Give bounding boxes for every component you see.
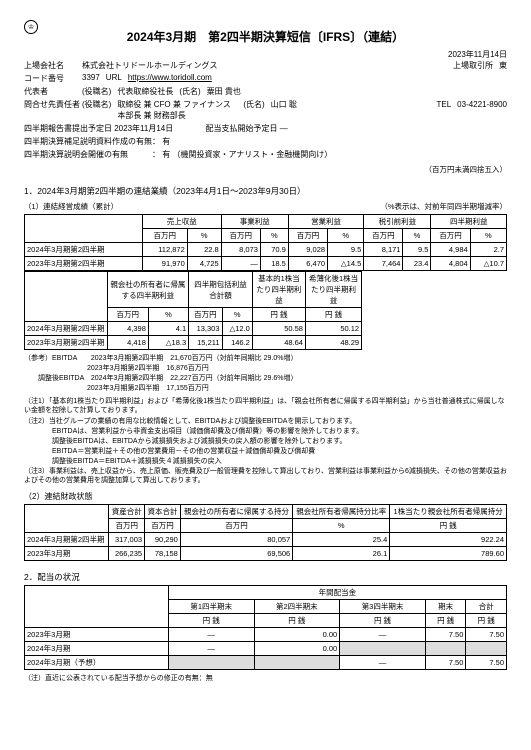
results-table1: 売上収益 事業利益 営業利益 税引前利益 四半期利益 百万円% 百万円% 百万円…	[24, 214, 507, 271]
financial-position-table: 資産合計 資本合計 親会社の所有者に帰属する持分 親会社所有者帰属持分比率 1株…	[24, 504, 507, 561]
logo-icon: ♔	[24, 20, 38, 34]
submit-value: 2023年11月14日	[114, 124, 173, 133]
section1b-sub: （2）連結財政状態	[24, 491, 507, 502]
brief-note: （機関投資家・アナリスト・金融機関向け）	[172, 150, 332, 159]
contact-role-label: (役職名)	[82, 99, 111, 110]
company-label: 上場会社名	[24, 60, 82, 71]
rep-label: 代表者	[24, 86, 82, 97]
rep-role: 代表取締役社長	[117, 86, 173, 97]
report-date: 2023年11月14日	[24, 49, 507, 60]
results-table2: 親会社の所有者に帰属する四半期利益 四半期包括利益合計額 基本的1株当たり四半期…	[24, 271, 362, 350]
div-start-value: ―	[280, 124, 288, 133]
section1-sub-right: （%表示は、対前年同四半期増減率）	[380, 201, 507, 212]
exchange: 東	[499, 60, 507, 71]
section2-title: 2．配当の状況	[24, 571, 507, 583]
company-name: 株式会社トリドールホールディングス	[82, 60, 217, 71]
div-start-label: 配当支払開始予定日	[205, 124, 277, 133]
rep-name-label: (氏名)	[179, 86, 200, 97]
section1-title: 1．2024年3月期第2四半期の連結業績（2023年4月1日～2023年9月30…	[24, 185, 507, 197]
table-row: 2024年3月期（予想） ― 7.50 7.50	[25, 656, 507, 670]
notes-block: （注1）「基本的1株当たり四半期利益」および「希薄化後1株当たり四半期利益」は、…	[24, 397, 507, 485]
ref-block: （参考）EBITDA 2023年3月期第2四半期 21,670百万円（対前年同期…	[24, 354, 507, 393]
supp-value: 有	[162, 137, 170, 146]
code-value: 3397	[82, 73, 100, 82]
contact-name: 山口 聡	[271, 99, 297, 110]
t1-h2: 営業利益	[288, 215, 363, 229]
dividend-note: （注）直近に公表されている配当予想からの修正の有無：無	[24, 674, 507, 683]
brief-label: 四半期決算説明会開催の有無 ：	[24, 150, 160, 159]
t1-h0: 売上収益	[142, 215, 221, 229]
table-row: 2023年3月期 ― 0.00 ― 7.50 7.50	[25, 628, 507, 642]
tel-value: 03-4221-8900	[457, 100, 507, 109]
report-title: 2024年3月期 第2四半期決算短信〔IFRS〕（連結）	[24, 28, 507, 45]
unit-note: （百万円未満四捨五入）	[425, 164, 508, 175]
supp-label: 四半期決算補足説明資料作成の有無：	[24, 137, 160, 146]
exchange-label: 上場取引所	[453, 60, 493, 71]
t1-h4: 四半期利益	[431, 215, 507, 229]
brief-value: 有	[162, 150, 170, 159]
meta-block: 上場会社名 株式会社トリドールホールディングス 上場取引所 東 コード番号 33…	[24, 60, 507, 160]
table-row: 2024年3月期 ― 0.00	[25, 642, 507, 656]
rep-name: 粟田 貴也	[207, 86, 241, 97]
table-row: 2023年3月期 266,235 78,158 69,506 26.1 789.…	[25, 547, 507, 561]
url-label: URL	[106, 73, 122, 82]
submit-label: 四半期報告書提出予定日	[24, 124, 112, 133]
section1-sub: （1）連結経営成績（累計）	[24, 201, 118, 212]
contact-label: 問合せ先責任者	[24, 99, 82, 121]
rep-role-label: (役職名)	[82, 86, 111, 97]
dividend-table: 年間配当金 第1四半期末 第2四半期末 第3四半期末 期末 合計 円 銭 円 銭…	[24, 585, 507, 670]
table-row: 2023年3月期第2四半期 4,418△18.3 15,211146.2 48.…	[25, 336, 362, 350]
table-row: 2024年3月期第2四半期 112,87222.8 8,07370.9 9,02…	[25, 243, 507, 257]
tel-label: TEL	[437, 100, 452, 109]
contact-name-label: (氏名)	[243, 99, 264, 110]
code-label: コード番号	[24, 73, 82, 84]
table-row: 2023年3月期第2四半期 91,9704,725 ―18.5 6,470△14…	[25, 257, 507, 271]
table-row: 2024年3月期第2四半期 4,3984.1 13,303△12.0 50.58…	[25, 322, 362, 336]
t1-h1: 事業利益	[221, 215, 288, 229]
t1-h3: 税引前利益	[364, 215, 431, 229]
contact-role: 取締役 兼 CFO 兼 ファイナンス本部長 兼 財務部長	[117, 99, 237, 121]
url-link[interactable]: https://www.toridoll.com	[128, 73, 212, 82]
table-row: 2024年3月期第2四半期 317,003 90,290 80,057 25.4…	[25, 533, 507, 547]
